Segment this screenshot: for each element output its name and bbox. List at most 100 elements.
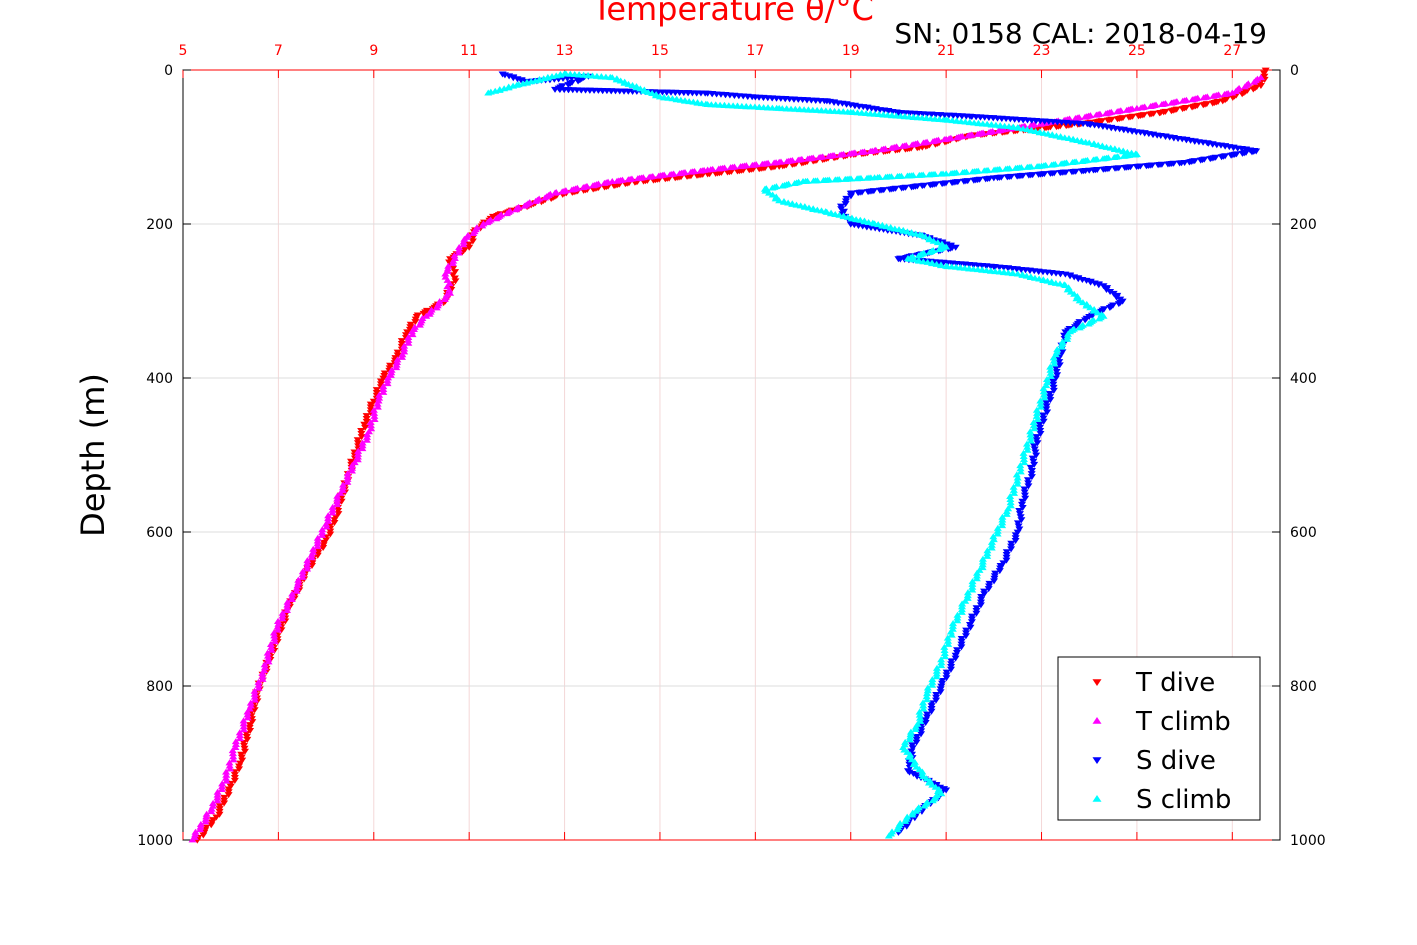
data-point xyxy=(1043,379,1052,386)
data-point xyxy=(1039,412,1048,419)
data-point xyxy=(343,478,352,485)
data-point xyxy=(1055,359,1064,366)
data-point xyxy=(1050,360,1059,367)
data-point xyxy=(250,693,259,700)
data-point xyxy=(1026,437,1035,444)
data-point xyxy=(415,321,424,328)
data-point xyxy=(392,361,401,368)
y-axis-label: Depth (m) xyxy=(74,373,112,537)
data-point xyxy=(483,219,492,226)
data-point xyxy=(706,166,715,173)
data-point xyxy=(1097,311,1106,318)
data-point xyxy=(1046,372,1055,379)
data-point xyxy=(1153,132,1162,139)
data-point xyxy=(202,813,211,820)
data-point xyxy=(1006,496,1015,503)
data-point xyxy=(1116,296,1125,303)
data-point xyxy=(443,265,452,272)
data-point xyxy=(1026,122,1035,129)
data-point xyxy=(920,802,929,809)
data-point xyxy=(877,146,886,153)
data-point xyxy=(942,675,951,682)
data-point xyxy=(938,680,947,687)
data-point xyxy=(348,467,357,474)
data-point xyxy=(328,509,337,516)
y-tick-label-left: 800 xyxy=(146,679,173,695)
data-point xyxy=(1035,421,1044,428)
data-point xyxy=(947,631,956,638)
data-point xyxy=(1001,165,1010,172)
data-point xyxy=(357,427,366,434)
data-point xyxy=(1026,464,1035,471)
data-point xyxy=(448,260,457,267)
data-point xyxy=(254,681,263,688)
data-point xyxy=(1055,362,1064,369)
data-point xyxy=(464,241,473,248)
data-point xyxy=(1019,452,1028,459)
data-point xyxy=(940,650,949,657)
data-point xyxy=(1178,106,1187,113)
data-point xyxy=(267,646,276,653)
data-point xyxy=(387,369,396,376)
y-tick-label-right: 600 xyxy=(1290,525,1317,541)
data-point xyxy=(258,672,267,679)
data-point xyxy=(191,828,200,835)
legend-marker xyxy=(1092,679,1102,687)
data-point xyxy=(1220,90,1229,97)
data-point xyxy=(1022,440,1031,447)
data-point xyxy=(225,765,234,772)
data-point xyxy=(937,656,946,663)
data-point xyxy=(1084,320,1093,327)
data-point xyxy=(1053,372,1062,379)
data-point xyxy=(1028,455,1037,462)
data-point xyxy=(1024,172,1033,179)
data-point xyxy=(1178,97,1187,104)
data-point xyxy=(993,530,1002,537)
data-point xyxy=(723,169,732,176)
data-point xyxy=(208,802,217,809)
x-tick-label: 27 xyxy=(1223,43,1241,59)
data-point xyxy=(964,132,973,139)
data-point xyxy=(1046,170,1055,177)
data-point xyxy=(1032,406,1041,413)
data-point xyxy=(224,792,233,799)
data-point xyxy=(444,262,453,269)
data-point xyxy=(1030,446,1039,453)
data-point xyxy=(944,640,953,647)
data-point xyxy=(1052,124,1061,131)
data-point xyxy=(440,296,449,302)
data-point xyxy=(990,578,999,585)
legend-label: T dive xyxy=(1135,668,1215,698)
data-point xyxy=(845,150,854,157)
data-point xyxy=(323,517,332,524)
data-point xyxy=(228,747,237,754)
data-point xyxy=(911,726,920,733)
data-point xyxy=(588,182,597,189)
data-point xyxy=(196,821,205,827)
data-point xyxy=(1046,397,1055,404)
data-point xyxy=(319,545,328,551)
data-point xyxy=(1124,114,1133,121)
data-point xyxy=(239,720,248,727)
data-point xyxy=(1013,480,1022,487)
data-point xyxy=(1113,108,1122,115)
data-point xyxy=(270,638,279,645)
data-point xyxy=(425,310,434,317)
data-point xyxy=(1154,162,1163,169)
data-point xyxy=(600,184,609,191)
data-point xyxy=(273,623,282,630)
data-point xyxy=(1068,326,1077,333)
data-point xyxy=(1053,346,1062,353)
y-tick-label-left: 1000 xyxy=(137,833,173,849)
x-tick-label: 9 xyxy=(369,43,378,59)
data-point xyxy=(222,771,231,778)
data-point xyxy=(983,552,992,559)
data-point xyxy=(1015,526,1024,533)
legend-marker xyxy=(1092,757,1102,765)
data-point xyxy=(451,278,460,285)
data-point xyxy=(231,741,240,748)
data-point xyxy=(1113,116,1122,123)
data-point xyxy=(1011,164,1020,171)
data-point xyxy=(313,543,322,550)
data-point xyxy=(1008,270,1017,277)
